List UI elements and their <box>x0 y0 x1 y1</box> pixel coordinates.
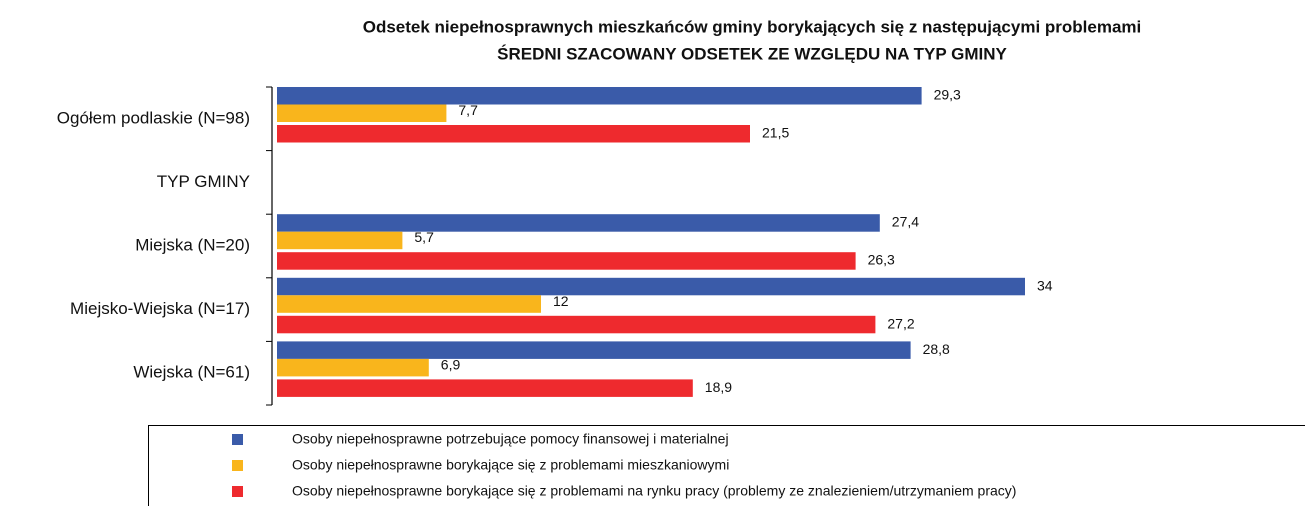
legend-swatch <box>232 434 243 445</box>
bar <box>277 358 429 377</box>
bar <box>277 231 403 250</box>
legend-label: Osoby niepełnosprawne potrzebujące pomoc… <box>292 431 729 447</box>
y-tick-label: TYP GMINY <box>157 172 250 191</box>
legend-label: Osoby niepełnosprawne borykające się z p… <box>292 483 1016 499</box>
value-label: 26,3 <box>868 252 895 268</box>
legend-label: Osoby niepełnosprawne borykające się z p… <box>292 457 729 473</box>
value-label: 12 <box>553 293 569 309</box>
bar <box>277 104 447 122</box>
legend-swatch <box>232 486 243 497</box>
bar <box>277 252 856 270</box>
chart-title: Odsetek niepełnosprawnych mieszkańców gm… <box>363 17 1142 36</box>
y-tick-label: Ogółem podlaskie (N=98) <box>57 108 250 127</box>
bar <box>277 295 541 313</box>
bar <box>277 125 750 143</box>
legend-swatch <box>232 460 243 471</box>
value-label: 5,7 <box>414 229 434 245</box>
value-label: 34 <box>1037 277 1053 293</box>
value-label: 6,9 <box>441 356 461 372</box>
legend-box <box>148 425 1305 506</box>
bar <box>277 277 1025 296</box>
bar <box>277 315 876 334</box>
y-tick-label: Miejska (N=20) <box>135 235 250 254</box>
value-label: 18,9 <box>705 379 732 395</box>
value-label: 29,3 <box>934 86 961 102</box>
value-label: 27,4 <box>892 214 919 230</box>
bar <box>277 379 693 397</box>
y-tick-label: Miejsko-Wiejska (N=17) <box>70 299 250 318</box>
bar <box>277 341 911 359</box>
value-label: 7,7 <box>458 102 478 118</box>
y-tick-label: Wiejska (N=61) <box>133 363 250 382</box>
value-label: 21,5 <box>762 124 789 140</box>
chart-subtitle: ŚREDNI SZACOWANY ODSETEK ZE WZGLĘDU NA T… <box>497 44 1007 63</box>
bar <box>277 87 922 105</box>
bar <box>277 214 880 232</box>
value-label: 27,2 <box>887 315 914 331</box>
value-label: 28,8 <box>923 341 950 357</box>
